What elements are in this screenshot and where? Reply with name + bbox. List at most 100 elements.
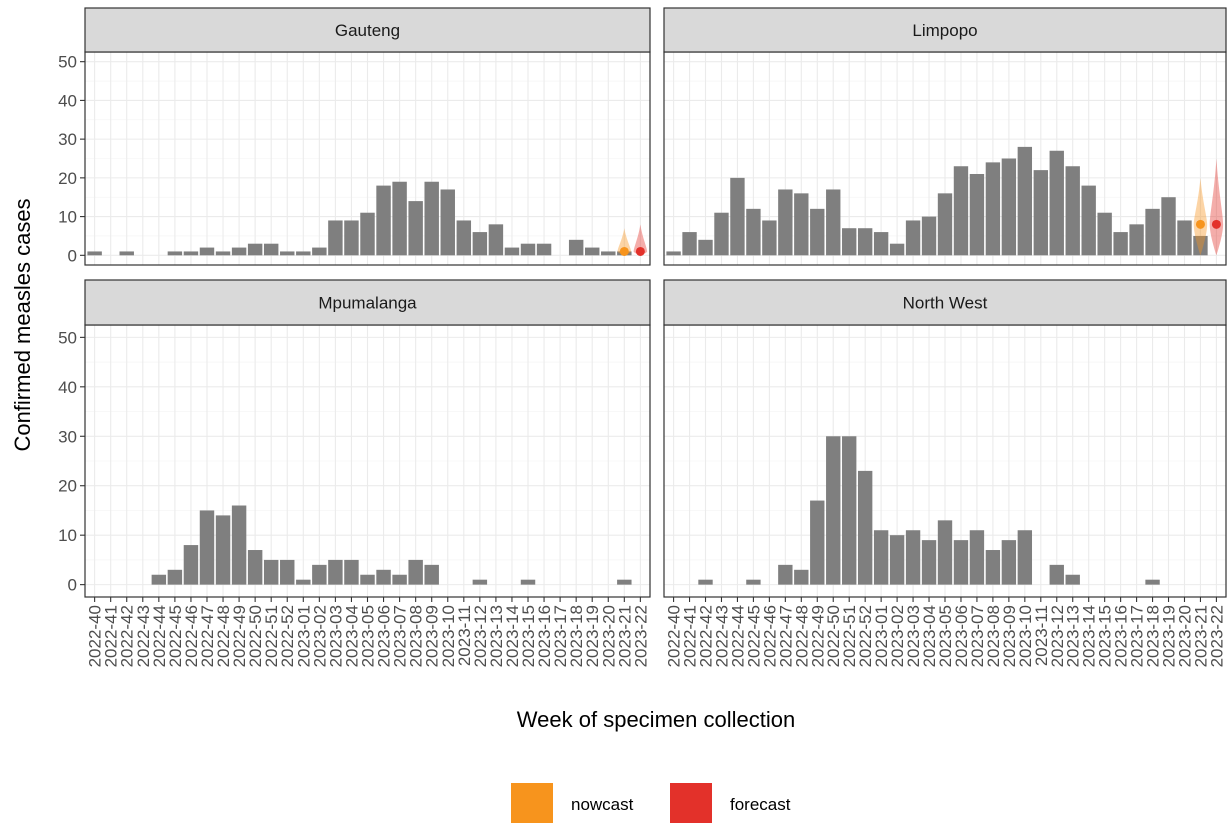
x-tick-label: 2022-51 xyxy=(840,605,859,667)
bar xyxy=(1081,185,1096,256)
bar xyxy=(408,201,423,256)
x-tick-label: 2023-17 xyxy=(551,605,570,667)
x-tick-label: 2022-51 xyxy=(262,605,281,667)
bar xyxy=(360,212,375,256)
bar xyxy=(296,579,311,585)
bar xyxy=(280,559,295,585)
x-tick-label: 2023-10 xyxy=(439,605,458,667)
bar xyxy=(826,189,841,256)
bar xyxy=(905,530,921,585)
x-tick-label: 2022-40 xyxy=(665,605,684,667)
bar xyxy=(794,193,809,256)
nowcast-point xyxy=(619,246,629,256)
x-tick-label: 2023-04 xyxy=(920,605,939,667)
y-tick-label: 20 xyxy=(58,169,77,188)
bar xyxy=(296,251,311,256)
x-tick-label: 2023-22 xyxy=(1207,605,1226,667)
x-tick-label: 2023-15 xyxy=(1096,605,1115,667)
strip-label: North West xyxy=(903,294,988,313)
x-tick-label: 2023-19 xyxy=(583,605,602,667)
bar xyxy=(312,247,327,256)
x-tick-label: 2023-02 xyxy=(310,605,329,667)
bar xyxy=(1097,212,1112,256)
x-tick-label: 2022-42 xyxy=(697,605,716,667)
x-tick-label: 2023-13 xyxy=(487,605,506,667)
x-tick-label: 2022-45 xyxy=(166,605,185,667)
bar xyxy=(810,500,825,585)
x-tick-label: 2023-01 xyxy=(872,605,891,667)
x-tick-label: 2023-11 xyxy=(455,605,474,666)
x-tick-label: 2023-06 xyxy=(375,605,394,667)
bar xyxy=(617,579,632,585)
bar xyxy=(953,540,969,585)
bar xyxy=(328,220,343,256)
x-tick-label: 2022-47 xyxy=(776,605,795,667)
bar xyxy=(698,239,713,256)
x-tick-label: 2022-47 xyxy=(198,605,217,667)
forecast-interval xyxy=(633,224,648,256)
bar xyxy=(1049,564,1064,585)
bar xyxy=(810,208,825,256)
x-tick-label: 2023-14 xyxy=(503,605,522,667)
x-tick-label: 2023-03 xyxy=(904,605,923,667)
bar xyxy=(985,162,1001,256)
bar xyxy=(392,181,407,256)
bar xyxy=(1017,530,1033,585)
x-tick-label: 2023-08 xyxy=(407,605,426,667)
x-tick-label: 2022-45 xyxy=(744,605,763,667)
bar xyxy=(119,251,134,256)
bar xyxy=(905,220,921,256)
x-tick-label: 2022-44 xyxy=(728,605,747,667)
x-tick-label: 2023-11 xyxy=(1032,605,1051,666)
forecast-point xyxy=(1211,219,1221,229)
bar xyxy=(456,220,472,256)
strip-label: Gauteng xyxy=(335,21,400,40)
bar xyxy=(969,530,985,585)
bar xyxy=(183,251,199,256)
x-tick-label: 2023-17 xyxy=(1128,605,1147,667)
bar xyxy=(440,189,455,256)
bar xyxy=(746,579,761,585)
x-tick-label: 2023-10 xyxy=(1016,605,1035,667)
bar xyxy=(472,232,488,256)
bar xyxy=(215,251,231,256)
x-tick-label: 2022-48 xyxy=(792,605,811,667)
x-tick-label: 2023-05 xyxy=(936,605,955,667)
bar xyxy=(1145,208,1160,256)
x-tick-label: 2022-52 xyxy=(278,605,297,667)
bar xyxy=(1017,146,1033,256)
x-tick-label: 2023-20 xyxy=(599,605,618,667)
bar xyxy=(231,247,247,256)
bar xyxy=(873,530,889,585)
bar xyxy=(568,239,584,256)
x-tick-label: 2022-41 xyxy=(102,605,121,667)
bar xyxy=(167,251,183,256)
x-tick-label: 2022-40 xyxy=(86,605,105,667)
bar xyxy=(921,540,937,585)
bar xyxy=(937,520,953,585)
bar xyxy=(762,220,777,256)
bar xyxy=(937,193,953,256)
bar xyxy=(263,243,279,256)
x-axis-title: Week of specimen collection xyxy=(517,707,795,732)
forecast-point xyxy=(635,246,645,256)
x-tick-label: 2022-49 xyxy=(230,605,249,667)
bar xyxy=(698,579,713,585)
bar xyxy=(889,243,905,256)
bar xyxy=(826,436,841,585)
forecast-interval xyxy=(1209,158,1224,256)
legend-label: forecast xyxy=(730,795,791,814)
bar xyxy=(344,220,359,256)
bar xyxy=(857,228,873,256)
x-tick-label: 2022-41 xyxy=(681,605,700,667)
bar xyxy=(1065,166,1080,256)
bar xyxy=(151,574,167,585)
x-tick-label: 2023-22 xyxy=(631,605,650,667)
bar xyxy=(1065,574,1080,585)
x-tick-label: 2023-18 xyxy=(1144,605,1163,667)
x-tick-label: 2022-46 xyxy=(760,605,779,667)
bar xyxy=(199,510,215,585)
y-tick-label: 40 xyxy=(58,91,77,110)
x-tick-label: 2023-19 xyxy=(1160,605,1179,667)
